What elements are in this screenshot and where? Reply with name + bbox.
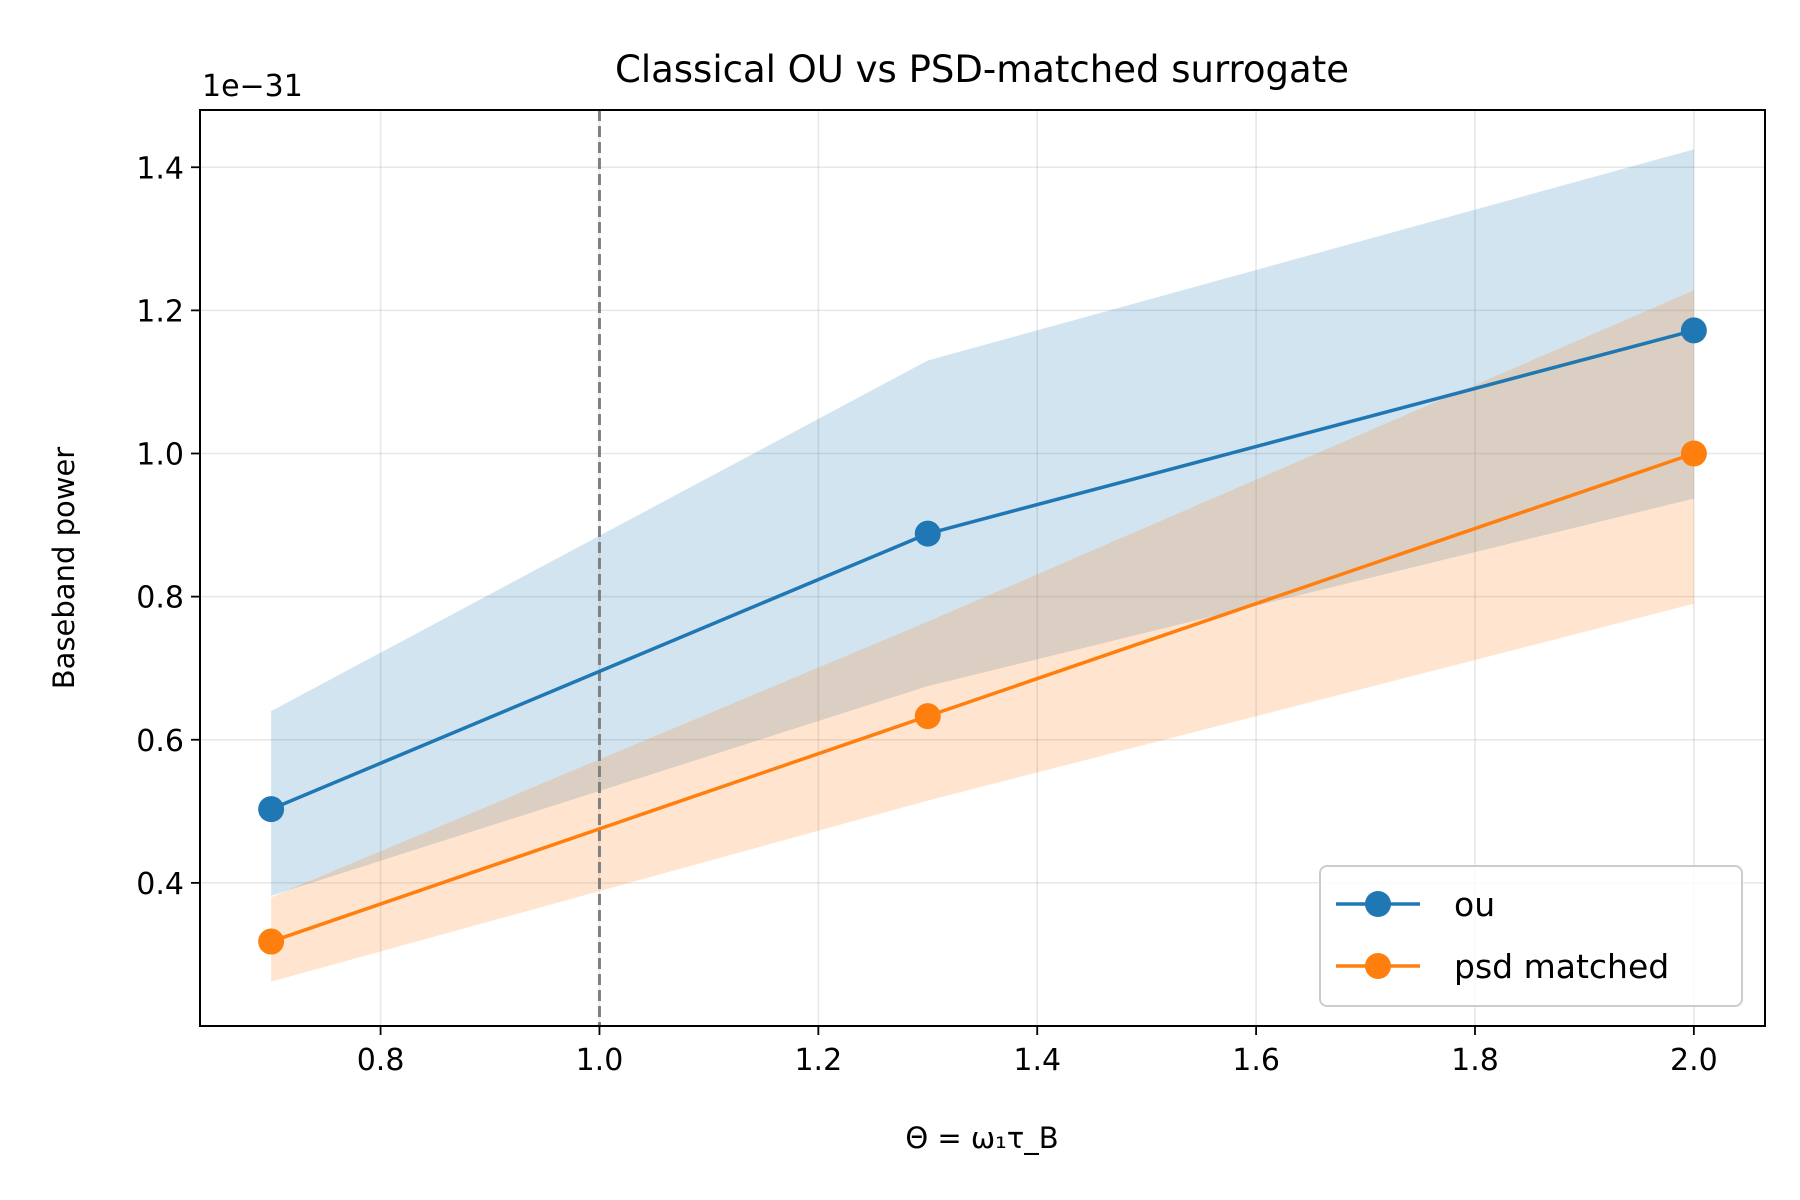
series-lines [258,317,1707,955]
point-ou [1680,317,1707,344]
x-tick-label: 1.8 [1451,1043,1499,1078]
x-axis-label: Θ = ω₁τ_B [905,1121,1058,1155]
legend-label-ou: ou [1454,885,1495,924]
legend-marker-psd-matched [1365,953,1391,979]
point-ou [258,796,285,823]
y-tick-label: 1.2 [136,294,184,329]
x-tick-label: 1.2 [794,1043,842,1078]
y-tick-label: 1.4 [136,151,184,186]
y-axis-label: Baseband power [47,447,81,690]
legend-box [1319,865,1743,1007]
point-psd-matched [914,703,941,730]
plot-frame [199,109,1766,1027]
chart-title: Classical OU vs PSD-matched surrogate [615,48,1349,91]
confidence-bands [271,149,1694,982]
point-ou [914,520,941,547]
axis-ticks: 0.8 1.0 1.2 1.4 1.6 1.8 2.0 0.4 0.6 0.8 1.0 1.2 1.4 [136,151,1717,1078]
legend-marker-ou [1365,891,1391,917]
point-psd-matched [1680,440,1707,467]
y-tick-label: 0.6 [136,724,184,759]
x-tick-label: 0.8 [357,1043,405,1078]
legend: ou psd matched [1319,865,1743,1007]
x-tick-label: 1.6 [1232,1043,1280,1078]
y-tick-label: 1.0 [136,438,184,473]
y-tick-label: 0.4 [136,867,184,902]
band-ou [271,149,1694,896]
point-psd-matched [258,928,285,955]
y-offset-label: 1e−31 [202,69,303,104]
band-psd-matched [271,290,1694,982]
legend-label-psd-matched: psd matched [1454,947,1669,986]
x-tick-label: 2.0 [1670,1043,1718,1078]
y-tick-label: 0.8 [136,581,184,616]
x-tick-label: 1.4 [1013,1043,1061,1078]
x-tick-label: 1.0 [576,1043,624,1078]
